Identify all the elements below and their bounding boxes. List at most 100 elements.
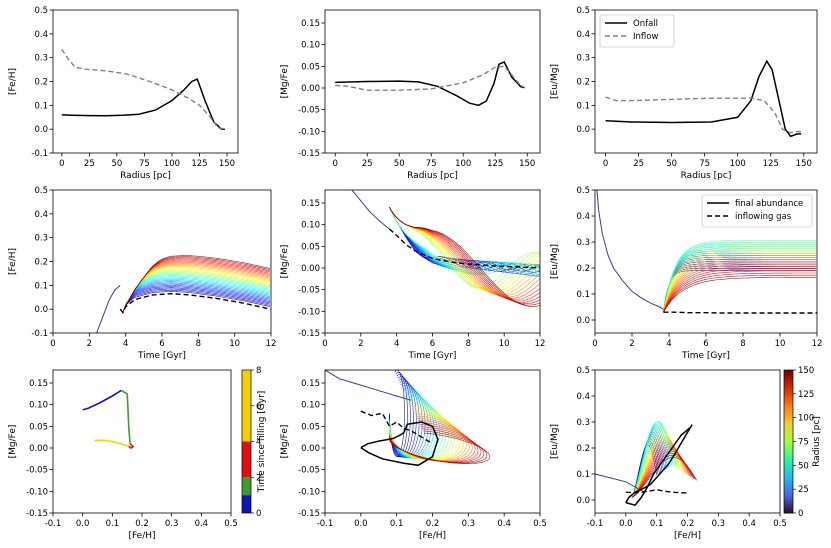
colorbar-segment: [784, 501, 793, 504]
series-line-inflow: [61, 48, 225, 130]
y-tick-label: 0.2: [34, 258, 48, 268]
colorbar-segment: [784, 408, 793, 412]
colorbar-segment: [784, 393, 793, 397]
radius-track: [389, 207, 540, 288]
radius-track: [119, 290, 270, 313]
x-tick-label: 6: [703, 339, 708, 349]
colorbar-segment: [784, 467, 793, 471]
radius-track: [119, 278, 270, 313]
colorbar-segment: [784, 458, 793, 462]
radius-track: [389, 207, 540, 273]
y-tick-label: 0.2: [576, 78, 590, 88]
y-tick-label: 0.5: [34, 186, 48, 196]
x-tick-label: 50: [394, 159, 405, 169]
plot-area: [596, 190, 817, 314]
y-axis-label: [Eu/Mg]: [550, 64, 560, 99]
x-axis-label: [Fe/H]: [419, 531, 446, 541]
colorbar-tick-label: 25: [798, 485, 809, 495]
x-tick-label: 100: [164, 159, 180, 169]
panel-p8: -0.1 0.0 0.1 0.2 0.3 0.4 0.5 -0.15 -0.10 -0.05 0.0…: [280, 369, 547, 541]
y-tick-label: 0.1: [34, 101, 48, 111]
plot-area: [82, 389, 135, 449]
x-tick-label: 150: [219, 159, 235, 169]
y-tick-label: 0.3: [34, 234, 48, 244]
colorbar-tick-label: 150: [798, 366, 814, 376]
y-tick-label: 0.10: [301, 401, 320, 411]
x-tick-label: 6: [159, 339, 164, 349]
colorbar-label: Time since filling [Gyr]: [257, 391, 267, 494]
colorbar-segment: [784, 381, 793, 385]
x-tick-label: 0.5: [773, 519, 787, 529]
series-line-early-enrichment: [595, 473, 645, 493]
colorbar-segment: [784, 415, 793, 419]
radius-track: [663, 270, 816, 313]
panel-p6: 0 2 4 6 8 10 12 0.0 0.1 0.2 0.3 0.4 0.5 Time [Gyr] [Eu…: [550, 186, 822, 361]
colorbar-segment: [784, 482, 793, 485]
y-tick-label: 0.4: [34, 30, 48, 40]
series-line-early-enrichment: [351, 190, 390, 230]
x-tick-label: 0.4: [742, 519, 756, 529]
y-axis-label: [Eu/Mg]: [550, 424, 560, 459]
panel-p2: 0 25 50 75 100 125 150 -0.15 -0.10 -0.05 0.00 0.05 0…: [280, 9, 541, 181]
y-tick-label: 0.00: [301, 444, 320, 454]
series-line-4-8-gyr: [94, 439, 129, 448]
x-tick-label: 25: [84, 159, 95, 169]
y-tick-label: -0.10: [298, 127, 320, 137]
series-line-inflowing-gas: [119, 292, 271, 315]
colorbar-segment: [784, 451, 793, 454]
x-tick-label: 8: [466, 339, 471, 349]
x-tick-label: 8: [740, 339, 745, 349]
radius-track: [119, 288, 270, 313]
series-line-early-enrichment: [596, 190, 664, 311]
radius-track: [389, 207, 540, 291]
y-tick-label: 0.05: [301, 62, 320, 72]
radius-track: [389, 207, 540, 307]
radius-track: [663, 270, 816, 313]
radius-track: [663, 264, 816, 313]
colorbar-segment: [784, 403, 793, 407]
x-tick-label: 12: [266, 339, 277, 349]
colorbar-segment: [784, 474, 793, 478]
series-line-inflowing-gas: [625, 488, 688, 494]
radius-track: [663, 246, 816, 313]
series-line-onfall: [61, 78, 225, 130]
x-tick-label: 4: [123, 339, 128, 349]
series-line-inflowing-gas: [389, 228, 540, 269]
radius-track: [119, 271, 270, 313]
colorbar-tick-label: 8: [256, 366, 261, 376]
y-tick-label: 0.4: [34, 210, 48, 220]
x-tick-label: 0: [603, 159, 608, 169]
radius-track: [663, 244, 816, 313]
x-tick-label: 12: [535, 339, 546, 349]
radius-track: [663, 248, 816, 313]
x-axis-label: Time [Gyr]: [408, 351, 457, 361]
x-tick-label: 0: [50, 339, 55, 349]
radius-track: [119, 284, 270, 313]
radius-track: [119, 276, 270, 313]
radius-track: [119, 279, 270, 313]
radius-track: [663, 268, 816, 313]
y-tick-label: 0.15: [301, 199, 320, 209]
y-tick-label: 0.05: [29, 422, 48, 432]
colorbar-tick-label: 4: [256, 438, 261, 448]
y-tick-label: -0.05: [298, 106, 320, 116]
x-tick-label: 0.1: [390, 519, 404, 529]
colorbar-segment: [784, 374, 793, 378]
colorbar-tick-label: 6: [256, 402, 261, 412]
colorbar-segment: [784, 427, 793, 431]
radius-track: [389, 207, 540, 293]
legend-label: inflowing gas: [735, 212, 792, 222]
radius-track: [663, 250, 816, 313]
y-tick-label: 0.4: [576, 30, 590, 40]
x-tick-label: 0: [322, 339, 327, 349]
x-tick-label: 100: [455, 159, 471, 169]
radius-track: [663, 266, 816, 313]
colorbar-segment: [784, 398, 793, 402]
radius-track: [119, 277, 270, 313]
x-tick-label: 125: [763, 159, 779, 169]
axes-frame: [52, 9, 239, 154]
x-tick-label: 0.4: [497, 519, 511, 529]
x-tick-label: 125: [487, 159, 503, 169]
colorbar-segment: [784, 377, 793, 381]
panel-p9: -0.1 0.0 0.1 0.2 0.3 0.4 0.5 0.0 0.1 0.2 0.3 0.4 0.5…: [550, 366, 822, 541]
